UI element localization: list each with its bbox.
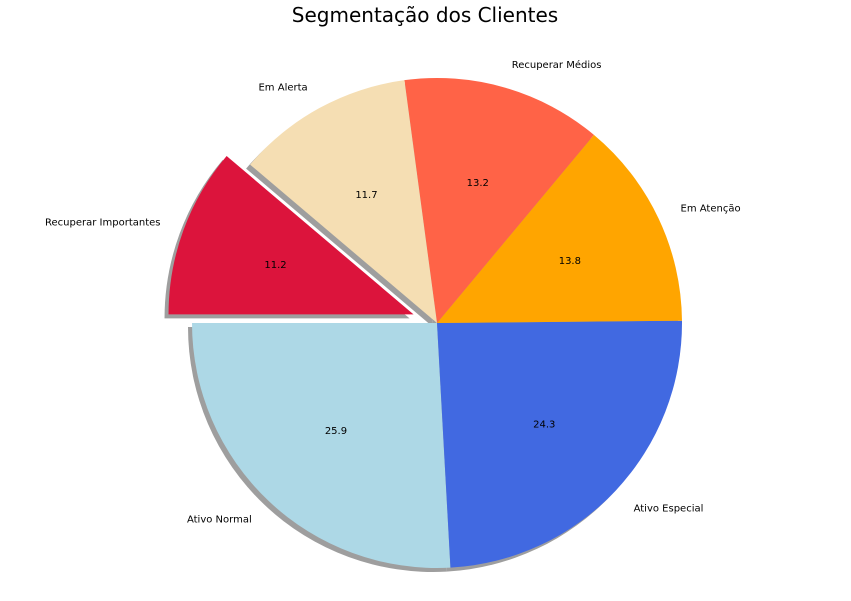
slice-ativo-especial bbox=[437, 320, 682, 568]
value-em-atencao: 13.8 bbox=[559, 256, 581, 267]
slice-recuperar-medios bbox=[404, 78, 594, 324]
label-ativo-especial: Ativo Especial bbox=[634, 503, 704, 514]
value-em-alerta: 11.7 bbox=[355, 190, 377, 201]
slice-em-alerta bbox=[250, 80, 437, 324]
value-ativo-especial: 24.3 bbox=[533, 420, 555, 431]
slice-ativo-normal bbox=[192, 323, 451, 568]
value-recuperar-importantes: 11.2 bbox=[264, 260, 286, 271]
chart-title: Segmentação dos Clientes bbox=[292, 3, 558, 27]
value-recuperar-medios: 13.2 bbox=[467, 178, 489, 189]
pie-slices bbox=[168, 78, 682, 568]
slice-recuperar-importantes bbox=[168, 155, 414, 315]
slice-labels: Ativo Normal 25.9 Ativo Especial 24.3 Em Ate… bbox=[45, 59, 741, 526]
label-ativo-normal: Ativo Normal bbox=[187, 515, 252, 526]
value-ativo-normal: 25.9 bbox=[325, 426, 347, 437]
label-em-atencao: Em Atenção bbox=[681, 204, 741, 215]
label-em-alerta: Em Alerta bbox=[258, 83, 307, 94]
slice-em-atencao bbox=[437, 134, 682, 323]
label-recuperar-medios: Recuperar Médios bbox=[512, 59, 602, 71]
label-recuperar-importantes: Recuperar Importantes bbox=[45, 218, 160, 229]
